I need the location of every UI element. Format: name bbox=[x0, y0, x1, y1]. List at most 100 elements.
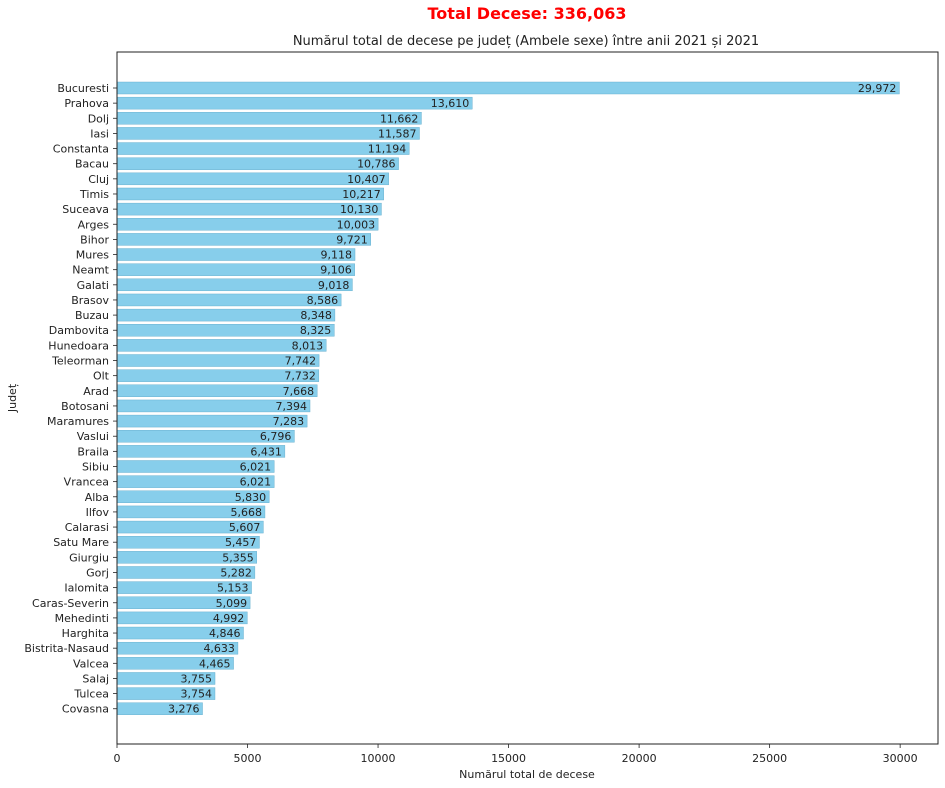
bar-value-label: 4,992 bbox=[213, 612, 245, 625]
y-tick-label: Neamt bbox=[72, 264, 109, 277]
bar-value-label: 10,003 bbox=[337, 218, 376, 231]
y-tick-label: Galati bbox=[77, 279, 109, 292]
bar-value-label: 3,755 bbox=[181, 672, 213, 685]
bar-value-label: 4,846 bbox=[209, 627, 241, 640]
y-tick-label: Teleorman bbox=[51, 355, 109, 368]
y-tick-label: Arges bbox=[78, 218, 110, 231]
bar-value-label: 9,721 bbox=[336, 233, 368, 246]
bar-bihor bbox=[116, 233, 371, 246]
y-tick-label: Dolj bbox=[88, 112, 109, 125]
y-tick-label: Mures bbox=[76, 249, 110, 262]
bar-value-label: 5,355 bbox=[222, 551, 254, 564]
y-tick-label: Salaj bbox=[82, 672, 109, 685]
bar-value-label: 3,276 bbox=[168, 703, 200, 716]
y-tick-label: Vaslui bbox=[77, 430, 109, 443]
y-tick-label: Constanta bbox=[53, 143, 109, 156]
bar-neamt bbox=[116, 263, 355, 276]
x-tick-label: 30000 bbox=[883, 752, 918, 765]
bar-value-label: 8,586 bbox=[307, 294, 339, 307]
bar-value-label: 5,282 bbox=[220, 566, 252, 579]
y-tick-label: Satu Mare bbox=[53, 536, 109, 549]
bar-mures bbox=[116, 248, 356, 261]
y-tick-label: Giurgiu bbox=[69, 551, 109, 564]
bar-value-label: 4,465 bbox=[199, 657, 231, 670]
bar-value-label: 7,668 bbox=[283, 385, 315, 398]
y-tick-label: Vrancea bbox=[64, 476, 109, 489]
bar-value-label: 10,217 bbox=[342, 188, 381, 201]
bar-value-label: 9,106 bbox=[320, 264, 352, 277]
bar-value-label: 8,325 bbox=[300, 324, 332, 337]
bar-value-label: 11,194 bbox=[368, 143, 407, 156]
y-tick-label: Cluj bbox=[88, 173, 109, 186]
bar-value-label: 5,607 bbox=[229, 521, 261, 534]
bar-value-label: 7,283 bbox=[273, 415, 305, 428]
bar-value-label: 6,021 bbox=[240, 461, 272, 474]
chart-title: Numărul total de decese pe județ (Ambele… bbox=[293, 34, 759, 49]
x-axis-label: Numărul total de decese bbox=[459, 768, 595, 781]
y-tick-label: Prahova bbox=[64, 97, 109, 110]
y-tick-label: Calarasi bbox=[65, 521, 109, 534]
bar-value-label: 4,633 bbox=[203, 642, 235, 655]
bar-value-label: 9,118 bbox=[321, 249, 353, 262]
y-tick-label: Harghita bbox=[62, 627, 109, 640]
value-labels-group: 29,972 13,610 11,662 11,587 11,194 10,786 10,4… bbox=[168, 82, 896, 716]
bar-dolj bbox=[116, 112, 422, 125]
bar-value-label: 5,830 bbox=[235, 491, 267, 504]
bar-value-label: 5,668 bbox=[230, 506, 262, 519]
bar-value-label: 7,742 bbox=[285, 355, 317, 368]
y-tick-label: Sibiu bbox=[82, 461, 109, 474]
bar-value-label: 8,348 bbox=[300, 309, 332, 322]
y-tick-label: Olt bbox=[93, 370, 110, 383]
y-tick-label: Gorj bbox=[86, 566, 109, 579]
chart-suptitle: Total Decese: 336,063 bbox=[427, 4, 627, 23]
y-tick-label: Arad bbox=[83, 385, 109, 398]
y-tick-label: Brasov bbox=[71, 294, 109, 307]
y-tick-label: Caras-Severin bbox=[32, 597, 109, 610]
bar-value-label: 11,587 bbox=[378, 127, 417, 140]
y-tick-label: Bistrita-Nasaud bbox=[24, 642, 109, 655]
y-tick-label: Botosani bbox=[61, 400, 109, 413]
y-tick-label: Maramures bbox=[47, 415, 109, 428]
y-tick-label: Alba bbox=[85, 491, 109, 504]
y-tick-label: Tulcea bbox=[73, 688, 109, 701]
bar-constanta bbox=[116, 142, 410, 155]
y-tick-label: Ilfov bbox=[86, 506, 110, 519]
y-tick-label: Valcea bbox=[73, 657, 109, 670]
y-axis-ticks: Bucuresti Prahova Dolj Iasi Constanta Bacau Cl… bbox=[24, 82, 117, 716]
x-tick-label: 25000 bbox=[752, 752, 787, 765]
y-tick-label: Iasi bbox=[90, 127, 109, 140]
y-tick-label: Mehedinti bbox=[55, 612, 109, 625]
plot-frame bbox=[116, 51, 939, 745]
bar-prahova bbox=[116, 96, 473, 110]
bar-iasi bbox=[116, 127, 420, 140]
bar-value-label: 8,013 bbox=[292, 339, 324, 352]
y-tick-label: Suceava bbox=[62, 203, 109, 216]
y-tick-label: Bacau bbox=[75, 158, 109, 171]
bar-bucuresti bbox=[116, 81, 900, 95]
y-tick-label: Timis bbox=[79, 188, 109, 201]
bar-value-label: 5,153 bbox=[217, 582, 249, 595]
x-tick-label: 5000 bbox=[234, 752, 262, 765]
bar-value-label: 9,018 bbox=[318, 279, 350, 292]
bar-value-label: 10,786 bbox=[357, 158, 396, 171]
x-tick-label: 10000 bbox=[361, 752, 396, 765]
bar-value-label: 10,407 bbox=[347, 173, 386, 186]
bar-value-label: 5,099 bbox=[216, 597, 248, 610]
y-tick-label: Bucuresti bbox=[57, 82, 109, 95]
y-tick-label: Hunedoara bbox=[48, 339, 109, 352]
x-tick-label: 20000 bbox=[622, 752, 657, 765]
bar-value-label: 13,610 bbox=[431, 97, 470, 110]
bar-value-label: 29,972 bbox=[858, 82, 897, 95]
y-tick-label: Buzau bbox=[75, 309, 109, 322]
x-tick-label: 15000 bbox=[491, 752, 526, 765]
bar-value-label: 6,021 bbox=[240, 476, 272, 489]
bar-value-label: 6,431 bbox=[250, 445, 282, 458]
bar-value-label: 11,662 bbox=[380, 112, 419, 125]
y-tick-label: Dambovita bbox=[49, 324, 109, 337]
bar-value-label: 3,754 bbox=[181, 688, 213, 701]
bar-value-label: 10,130 bbox=[340, 203, 379, 216]
y-tick-label: Ialomita bbox=[64, 582, 109, 595]
bar-value-label: 5,457 bbox=[225, 536, 257, 549]
y-axis-label: Județ bbox=[6, 383, 19, 413]
